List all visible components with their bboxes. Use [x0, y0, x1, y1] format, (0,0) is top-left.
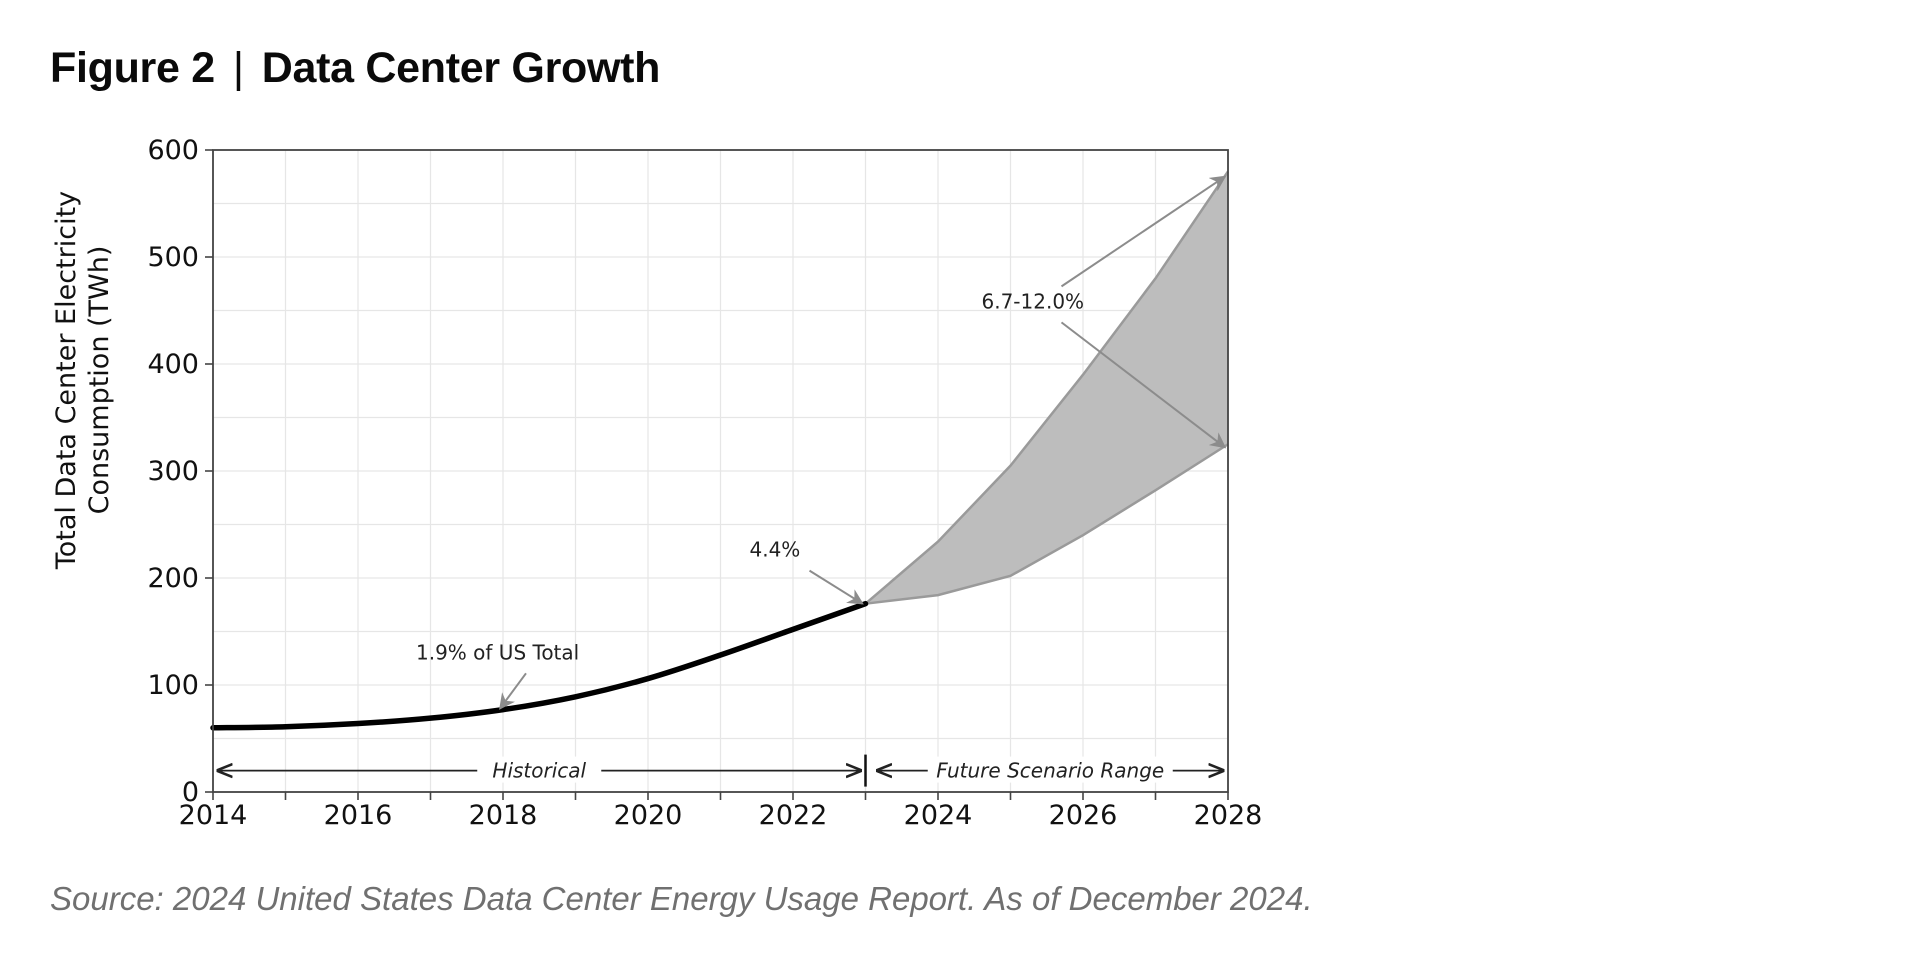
scenario-low-edge: [865, 443, 1229, 605]
y-tick-label: 100: [147, 670, 199, 701]
scenario-range-area: [865, 171, 1228, 604]
scenario-high-edge: [864, 170, 1230, 605]
figure-label: Figure 2: [50, 44, 215, 92]
x-tick-label: 2020: [614, 800, 683, 831]
period-label: Historical: [492, 759, 586, 783]
annotation-label: 4.4%: [750, 538, 801, 562]
period-label-background: [927, 756, 1173, 783]
y-axis-title-line-2: Consumption (TWh): [84, 246, 115, 515]
y-tick-label: 500: [147, 242, 199, 273]
y-tick-label: 600: [147, 135, 199, 166]
annotation-layer: 1.9% of US Total 4.4% 6.7-12.0%: [416, 175, 1227, 710]
x-tick-label: 2014: [179, 800, 248, 831]
historical-line-layer: [210, 600, 869, 731]
annotation-arrow: [499, 672, 527, 710]
period-layer: Historical Future Scenario Range: [218, 754, 1223, 787]
x-tick-label: 2022: [759, 800, 828, 831]
annotation-arrow: [808, 569, 864, 605]
figure-title: Figure 2 | Data Center Growth: [50, 44, 660, 93]
scenario-band-layer: [864, 170, 1230, 605]
annotation-label: 6.7-12.0%: [982, 289, 1085, 313]
chart-container: 2014 2016 2018 2020 2022 2024 2026 2028 0 100 200 3…: [40, 120, 1280, 860]
period-label-background: [477, 756, 602, 783]
data-center-growth-chart: 2014 2016 2018 2020 2022 2024 2026 2028 0 100 200 3…: [51, 135, 1262, 831]
annotation-arrow: [1060, 321, 1227, 449]
annotation-arrow: [1060, 175, 1227, 288]
title-separator: |: [232, 44, 244, 92]
x-tick-label: 2018: [469, 800, 538, 831]
y-tick-label: 400: [147, 349, 199, 380]
period-label: Future Scenario Range: [936, 759, 1164, 783]
source-note: Source: 2024 United States Data Center E…: [50, 880, 1313, 917]
x-tick-label: 2026: [1049, 800, 1118, 831]
figure-title-text: Data Center Growth: [261, 44, 661, 92]
x-tick-label: 2016: [324, 800, 393, 831]
annotation-label: 1.9% of US Total: [416, 640, 579, 664]
tick-layer: 2014 2016 2018 2020 2022 2024 2026 2028 0 100 200 3…: [147, 135, 1262, 831]
y-tick-label: 200: [147, 563, 199, 594]
x-tick-label: 2028: [1194, 800, 1263, 831]
y-axis-title-line-1: Total Data Center Electricity: [51, 191, 82, 570]
historical-consumption-line: [210, 600, 869, 731]
y-tick-label: 0: [182, 777, 199, 808]
x-tick-label: 2024: [904, 800, 973, 831]
y-tick-label: 300: [147, 456, 199, 487]
